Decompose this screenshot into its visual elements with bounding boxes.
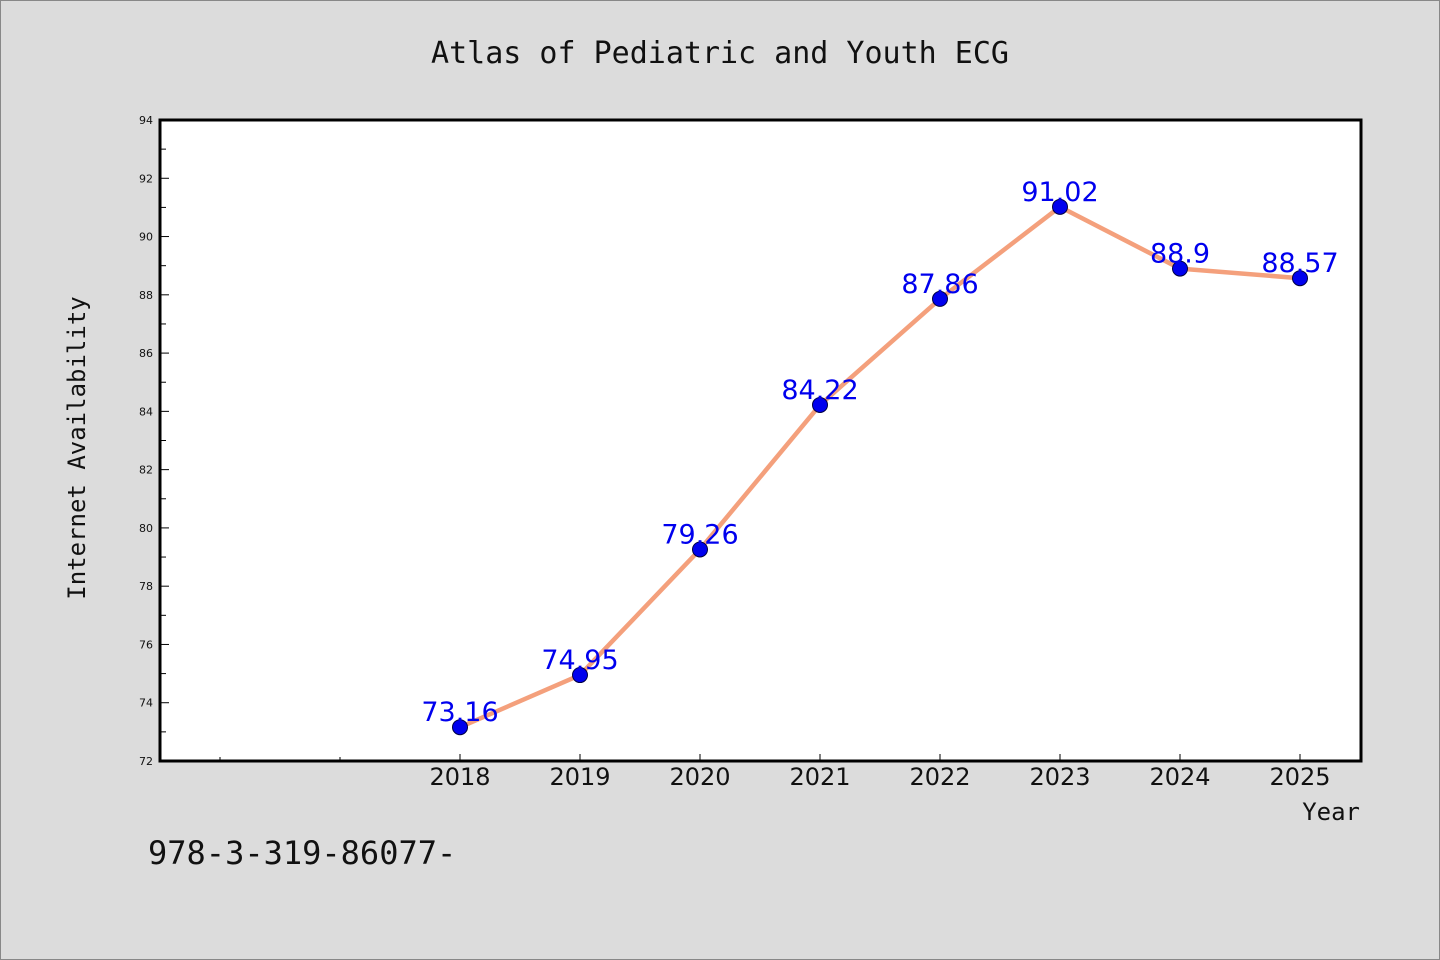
data-point: [692, 541, 708, 558]
plot-border: [158, 118, 1363, 763]
y-tick-label: 84: [139, 405, 153, 418]
y-tick-label: 74: [139, 697, 153, 710]
chart-title: Atlas of Pediatric and Youth ECG: [431, 36, 1009, 71]
x-tick-label: 2023: [1029, 763, 1090, 791]
x-tick-label: 2019: [549, 763, 610, 791]
data-point: [1052, 198, 1068, 215]
y-tick-label: 90: [139, 231, 153, 244]
y-tick-label: 78: [139, 580, 153, 593]
y-axis-label: Internet Availability: [63, 296, 91, 599]
x-tick-label: 2024: [1149, 763, 1210, 791]
x-axis-ticks: 2018 2019 2020 2021 2022 2023 2024 2025: [219, 754, 1331, 791]
data-point: [1172, 260, 1188, 277]
data-label: 73.16: [421, 697, 498, 728]
footer-isbn-text: 978-3-319-86077-: [148, 834, 456, 872]
data-label: 79.26: [661, 519, 738, 550]
data-point: [932, 290, 948, 307]
y-tick-label: 86: [139, 347, 153, 360]
data-label: 87.86: [901, 269, 978, 300]
y-tick-label: 76: [139, 638, 153, 651]
y-tick-label: 94: [139, 114, 153, 127]
series-line: [457, 204, 1303, 730]
y-tick-label: 82: [139, 464, 153, 477]
y-tick-label: 88: [139, 289, 153, 302]
data-label: 74.95: [541, 645, 618, 676]
data-point: [452, 719, 468, 736]
x-tick-label: 2021: [789, 763, 850, 791]
data-point: [572, 667, 588, 684]
y-tick-label: 80: [139, 522, 153, 535]
x-tick-label: 2020: [669, 763, 730, 791]
y-tick-label: 92: [139, 172, 153, 185]
x-tick-label: 2022: [909, 763, 970, 791]
data-label: 88.57: [1261, 248, 1338, 279]
data-label: 84.22: [781, 375, 858, 406]
data-point: [812, 396, 828, 413]
x-tick-label: 2025: [1269, 763, 1330, 791]
plot-area: [160, 120, 1361, 761]
data-label: 91.02: [1021, 177, 1098, 208]
data-point: [1292, 270, 1308, 287]
data-label-layer: 73.16 74.95 79.26 84.22 87.86 91.02 88.9 88.57: [421, 177, 1338, 728]
series-layer: [452, 198, 1308, 736]
x-axis-label: Year: [1302, 798, 1360, 826]
y-tick-label: 72: [139, 755, 153, 768]
x-tick-label: 2018: [429, 763, 490, 791]
data-label: 88.9: [1150, 239, 1210, 270]
